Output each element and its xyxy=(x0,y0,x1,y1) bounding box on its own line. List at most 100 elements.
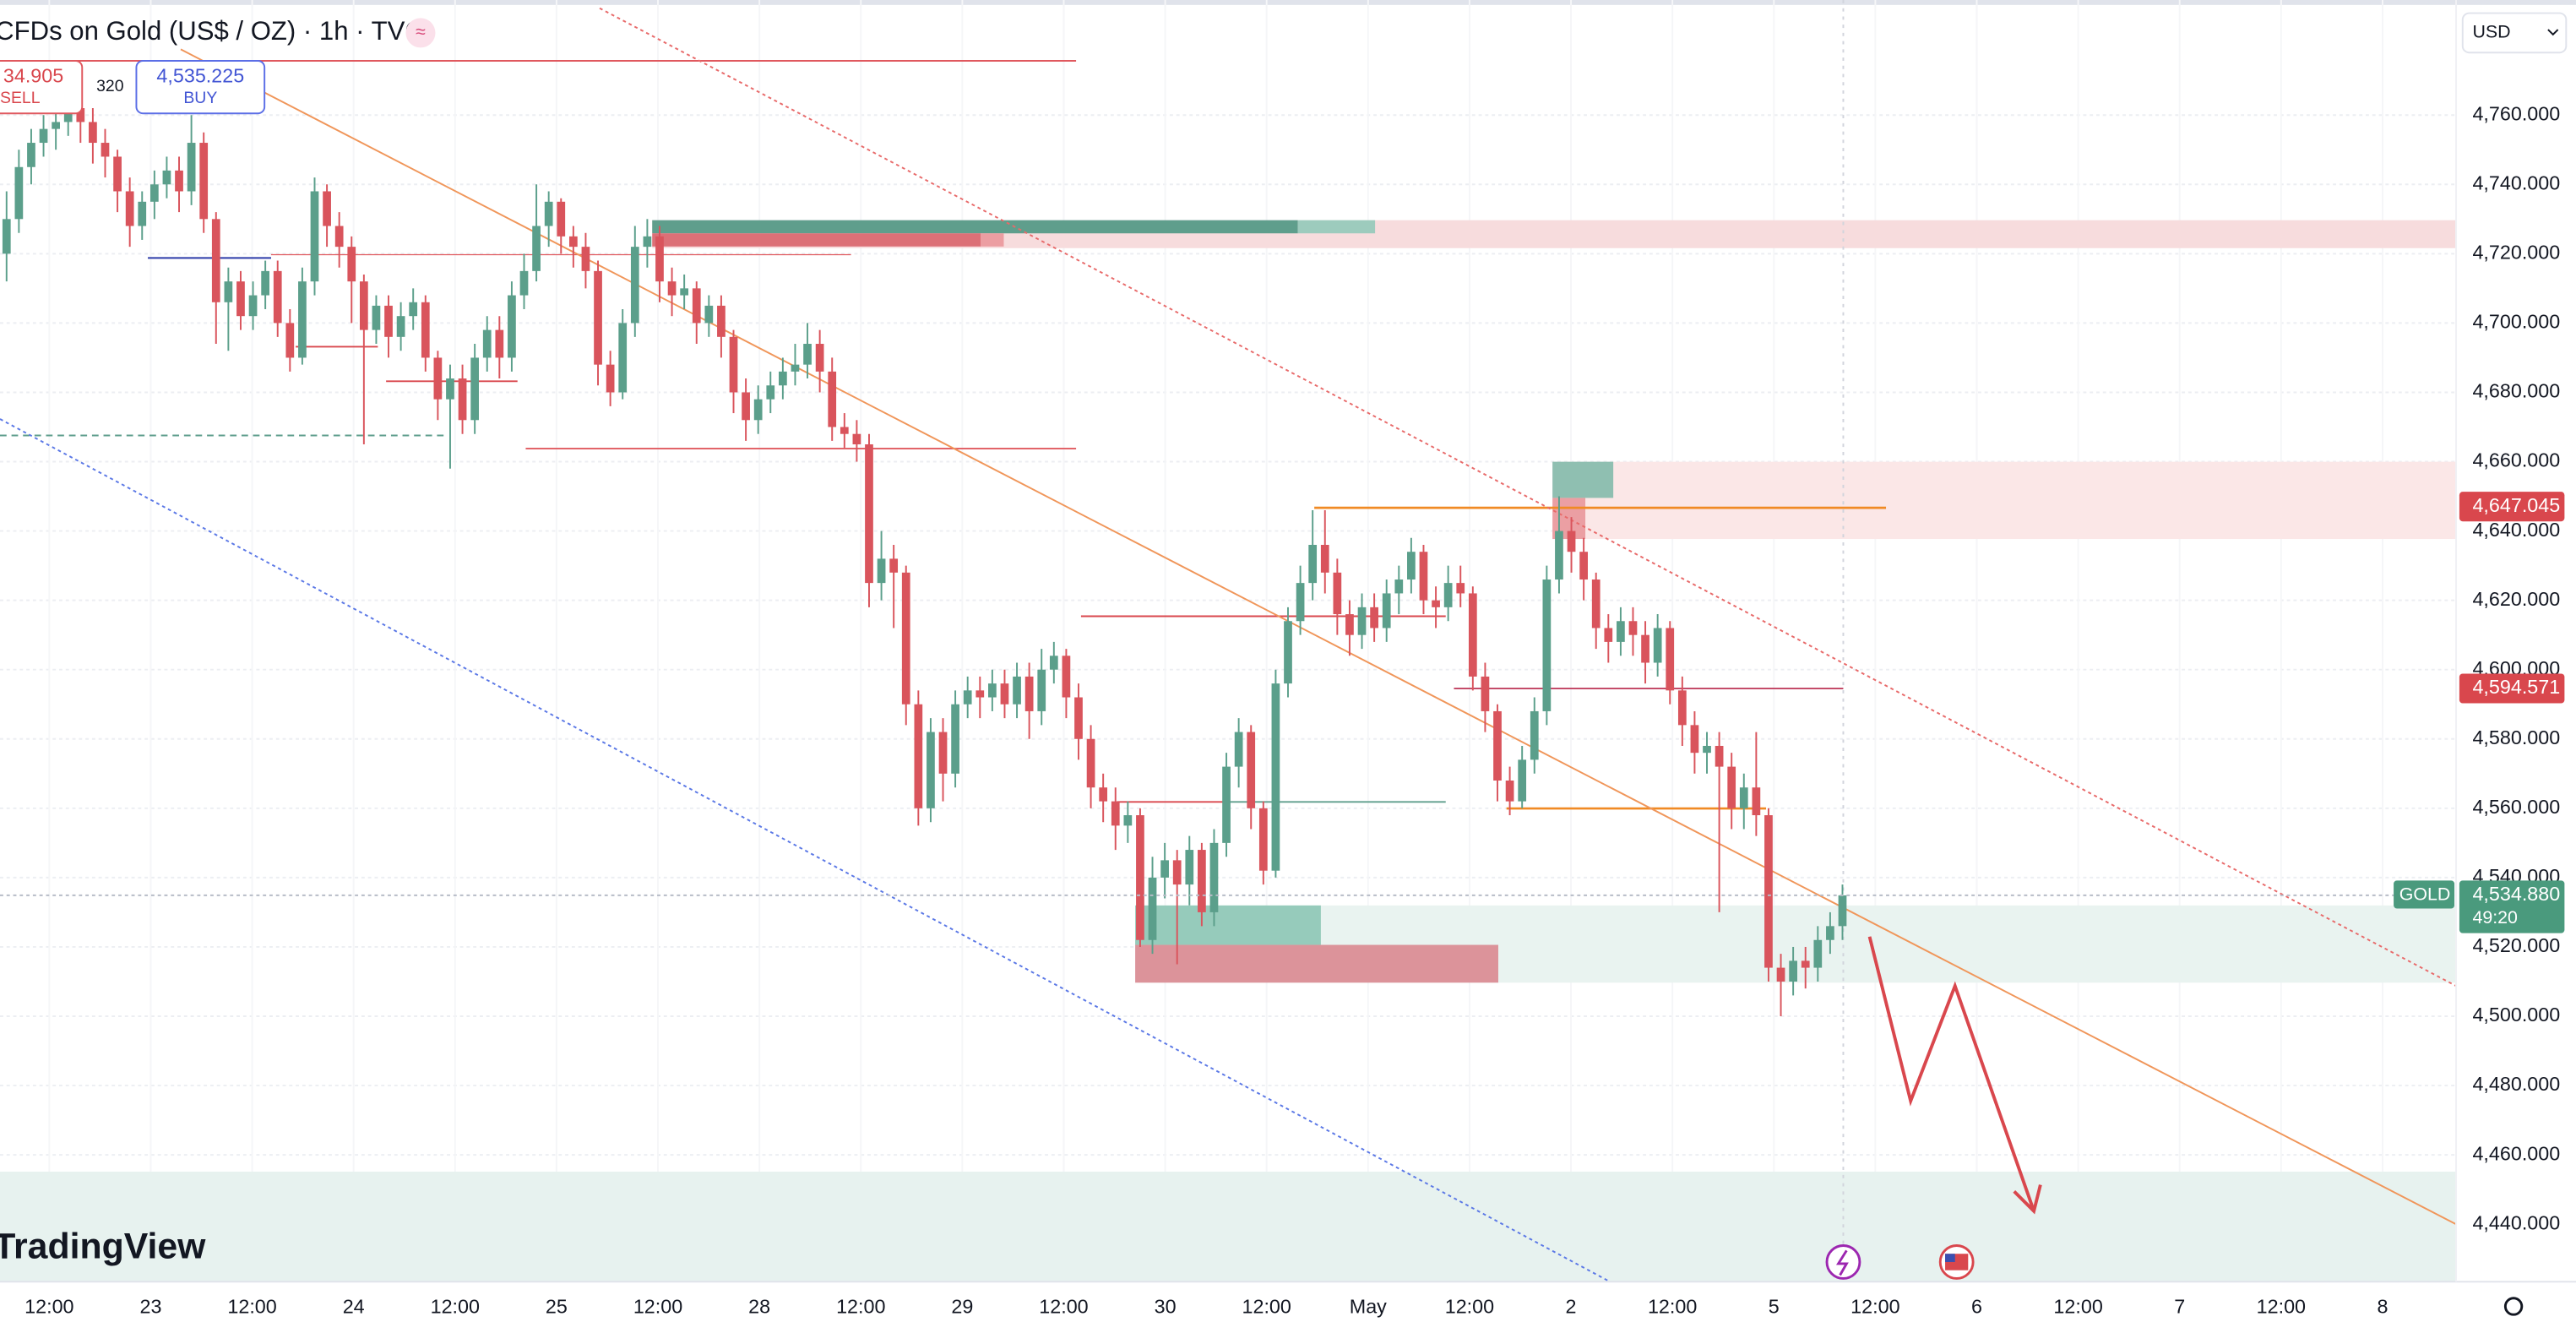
candle-body xyxy=(495,329,504,358)
candle-body xyxy=(76,108,85,122)
candle-body xyxy=(446,378,454,400)
channel-line xyxy=(0,418,1611,1283)
candle-body xyxy=(1234,732,1243,767)
symbol-label: GOLD xyxy=(2399,884,2451,905)
candle-body xyxy=(1703,745,1711,754)
candle-body xyxy=(14,166,24,220)
x-tick-label: 29 xyxy=(951,1296,973,1318)
candle-body xyxy=(828,371,837,427)
currency: USD xyxy=(2472,22,2510,42)
watermark: TradingView xyxy=(0,1227,206,1267)
candle-body xyxy=(1258,808,1268,871)
candle-body xyxy=(89,122,97,144)
candle-body xyxy=(1394,579,1404,594)
candle-body xyxy=(1284,621,1292,684)
candle-body xyxy=(187,143,196,192)
candle-body xyxy=(1000,683,1009,705)
y-tick-label: 4,660.000 xyxy=(2472,449,2560,471)
x-tick-label: 12:00 xyxy=(1242,1296,1291,1318)
candle-body xyxy=(508,295,516,358)
candle-body xyxy=(680,288,689,296)
candle-body xyxy=(236,281,245,317)
y-tick-label: 4,700.000 xyxy=(2472,311,2560,333)
candle-body xyxy=(1493,710,1502,781)
candle-body xyxy=(1432,600,1440,607)
last-price-label: 4,534.880 xyxy=(2472,883,2560,905)
x-tick-label: 12:00 xyxy=(24,1296,73,1318)
y-tick-label: 4,580.000 xyxy=(2472,726,2560,748)
candle-body xyxy=(101,143,110,157)
candle-body xyxy=(1407,552,1416,580)
candle-body xyxy=(1641,634,1649,663)
y-tick-label: 4,460.000 xyxy=(2472,1142,2560,1164)
candle-body xyxy=(630,247,639,324)
y-tick-label: 4,720.000 xyxy=(2472,242,2560,264)
countdown: 49:20 xyxy=(2472,907,2518,928)
candle-body xyxy=(1690,725,1699,754)
price-badge-label: 4,647.045 xyxy=(2472,494,2560,516)
candle-body xyxy=(224,281,233,302)
candle-body xyxy=(1308,544,1318,584)
candle-body xyxy=(1382,593,1391,628)
candle-body xyxy=(766,385,775,400)
candle-body xyxy=(1628,621,1638,635)
y-tick-label: 4,640.000 xyxy=(2472,519,2560,541)
candle-body xyxy=(1062,656,1071,698)
zone-bar-green xyxy=(652,220,1298,234)
candle-body xyxy=(2,219,11,254)
buy-button[interactable] xyxy=(135,60,266,115)
candle-body xyxy=(199,143,209,220)
event-icon[interactable] xyxy=(1825,1244,1861,1280)
x-tick-label: 12:00 xyxy=(1039,1296,1088,1318)
candle-body xyxy=(618,323,628,393)
candle-body xyxy=(692,288,701,324)
candle-body xyxy=(1776,967,1785,982)
buy-price: 4,535.225 xyxy=(156,65,244,87)
candle-body xyxy=(1024,676,1034,711)
currency-select[interactable] xyxy=(2461,12,2568,54)
x-tick-label: 6 xyxy=(1971,1296,1982,1318)
candle-body xyxy=(285,323,295,358)
candle-body xyxy=(63,108,73,122)
candle-body xyxy=(1172,860,1182,885)
candle-body xyxy=(482,329,492,358)
candle-body xyxy=(52,122,60,129)
candle-body xyxy=(409,302,418,317)
candle-body xyxy=(1456,583,1465,594)
x-tick-label: 12:00 xyxy=(1648,1296,1697,1318)
candle-body xyxy=(1752,787,1761,816)
zone-bar-green-light xyxy=(1297,220,1376,234)
candle-body xyxy=(988,683,997,698)
candle-body xyxy=(347,247,356,282)
candle-body xyxy=(1666,628,1675,691)
x-tick-label: 24 xyxy=(343,1296,365,1318)
candle-body xyxy=(1074,697,1083,739)
last-price-badge xyxy=(2459,880,2565,933)
zone-box-green xyxy=(1135,905,1321,945)
event-glyph xyxy=(1835,1249,1849,1276)
candle-body xyxy=(667,281,677,296)
candle-body xyxy=(310,191,319,282)
candle-body xyxy=(39,128,48,144)
price-badge xyxy=(2459,673,2565,704)
candle-body xyxy=(384,305,393,337)
candle-body xyxy=(643,236,652,248)
x-tick-label: 12:00 xyxy=(633,1296,682,1318)
candle-body xyxy=(1715,745,1724,767)
candle-body xyxy=(1505,781,1514,802)
candle-body xyxy=(1136,815,1144,940)
flag-canton xyxy=(1945,1254,1955,1262)
settings-icon[interactable] xyxy=(2503,1297,2524,1316)
candle-body xyxy=(1542,579,1552,711)
candle-body xyxy=(1764,815,1773,968)
supply-zone xyxy=(1552,461,2457,540)
sell-button[interactable] xyxy=(0,60,84,115)
x-tick-label: 12:00 xyxy=(836,1296,885,1318)
candle-body xyxy=(1160,860,1169,878)
candle-body xyxy=(1419,552,1428,601)
candle-body xyxy=(1443,583,1453,607)
target-zone xyxy=(0,1171,2457,1282)
x-tick-label: 12:00 xyxy=(1445,1296,1494,1318)
candle-body xyxy=(1813,939,1823,968)
